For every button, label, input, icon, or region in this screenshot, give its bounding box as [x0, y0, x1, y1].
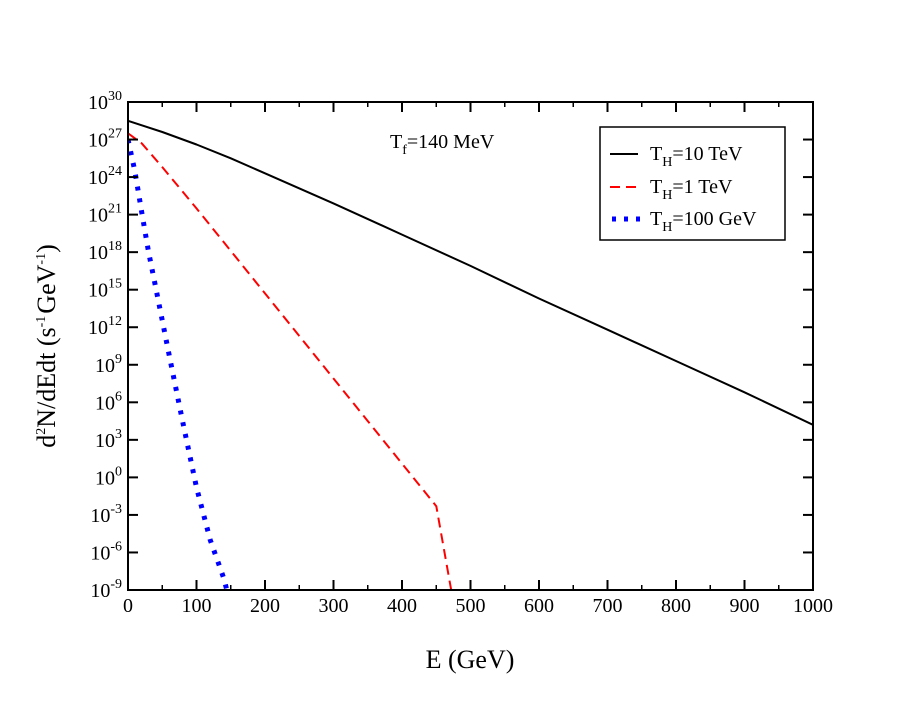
x-tick-label: 1000: [793, 595, 833, 617]
legend-label-1tev: TH=1 TeV: [650, 176, 733, 203]
legend: TH=10 TeV TH=1 TeV TH=100 GeV: [599, 126, 786, 241]
legend-box: [599, 126, 786, 241]
series-line-100gev: [128, 138, 230, 590]
y-tick-label: 1030: [88, 89, 122, 114]
x-tick-label: 900: [730, 595, 760, 617]
legend-label-100gev: TH=100 GeV: [650, 208, 757, 235]
series-layer: [128, 119, 813, 590]
y-axis-title: d2N/dEdt (s-1GeV-1): [32, 244, 61, 448]
y-tick-label: 106: [95, 389, 122, 414]
x-tick-label: 300: [319, 595, 349, 617]
y-tick-label: 10-6: [90, 539, 122, 564]
annotation-tf: Tf=140 MeV: [390, 131, 495, 158]
y-tick-label: 100: [95, 464, 122, 489]
x-tick-label: 500: [456, 595, 486, 617]
x-tick-label: 400: [387, 595, 417, 617]
x-tick-label: 700: [593, 595, 623, 617]
y-tick-label: 1012: [88, 314, 122, 339]
y-tick-label: 1024: [88, 164, 122, 189]
y-tick-label: 10-3: [90, 502, 122, 527]
y-tick-label: 1027: [88, 127, 122, 152]
series-line-10tev: [128, 119, 813, 426]
x-axis: 0 100 200 300 400 500 600 700 800 900 1000: [123, 102, 833, 617]
y-tick-label: 10-9: [90, 577, 122, 602]
y-tick-label: 103: [95, 427, 122, 452]
x-axis-title: E (GeV): [426, 645, 515, 674]
x-tick-label: 600: [524, 595, 554, 617]
x-tick-label: 800: [661, 595, 691, 617]
y-tick-label: 1018: [88, 239, 122, 264]
legend-label-10tev: TH=10 TeV: [650, 143, 743, 170]
y-tick-label: 1015: [88, 277, 122, 302]
x-tick-label: 100: [182, 595, 212, 617]
y-tick-label: 109: [95, 352, 122, 377]
x-tick-label: 200: [250, 595, 280, 617]
series-line-1tev: [128, 132, 453, 590]
y-tick-label: 1021: [88, 202, 122, 227]
y-axis: 10-9 10-6 10-3 100 103 106 109 1012 1015 1018 1021…: [88, 89, 813, 602]
x-tick-label: 0: [123, 595, 133, 617]
